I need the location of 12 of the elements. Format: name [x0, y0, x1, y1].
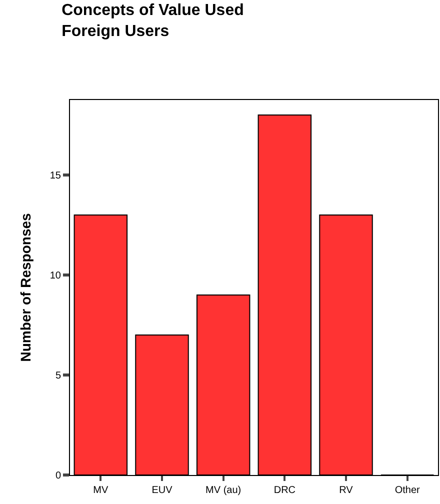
y-tick-label: 5	[55, 370, 62, 382]
x-tick-label: Other	[394, 485, 420, 496]
y-tick-label: 10	[50, 270, 62, 282]
x-tick-label: DRC	[274, 485, 296, 496]
x-tick-label: MV	[93, 485, 108, 496]
x-tick-label: EUV	[152, 485, 173, 496]
y-axis-title: Number of Responses	[17, 212, 34, 362]
x-tick-label: RV	[339, 485, 354, 496]
x-tick-label: MV (au)	[206, 485, 242, 496]
y-tick-label: 15	[50, 170, 62, 182]
y-tick-label: 0	[55, 470, 62, 482]
chart-title: Concepts of Value Used Foreign Users	[62, 2, 244, 40]
